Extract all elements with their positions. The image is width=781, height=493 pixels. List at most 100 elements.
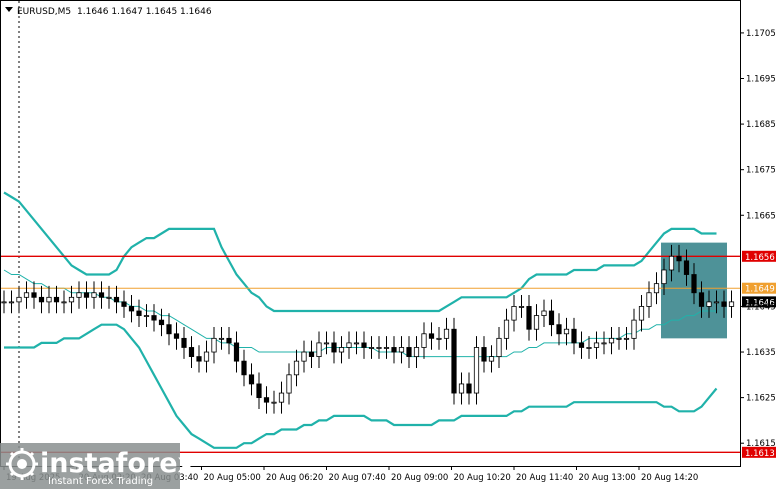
candle [346,331,352,359]
level-price-label: 1.1649 [745,285,775,295]
candle [8,290,15,314]
candle [503,308,510,350]
x-tick-label: 20 Aug 10:20 [454,473,511,483]
candle [128,295,135,323]
candle [271,390,277,414]
candle [181,326,187,359]
header-symbol: EURUSD,M5 [17,7,71,17]
x-tick-label: 20 Aug 07:40 [329,473,386,483]
candle [646,281,652,318]
level-price-tag [742,446,776,458]
candle [691,263,697,305]
level-price-label: 1.1646 [745,298,775,308]
x-tick-label: 20 Aug 13:00 [579,473,636,483]
level-price-tag [742,296,776,308]
candle [488,345,495,373]
candle [151,304,157,332]
watermark: instaforex Instant Forex Trading [0,443,195,489]
candle [113,285,120,314]
candle [541,299,547,327]
header-ohlc: 1.1646 1.1647 1.1645 1.1646 [77,7,212,17]
candle [53,285,60,314]
candle [323,331,330,355]
level-price-label: 1.1613 [745,449,775,459]
y-tick-label: 1.1675 [746,166,776,176]
candle [428,322,435,350]
candle [571,317,577,355]
candle [46,285,52,314]
level-price-tag [742,282,776,294]
candle [413,336,420,368]
y-tick-label: 1.1645 [746,302,776,312]
candle [368,336,375,359]
candle [106,285,112,309]
watermark-tagline: Instant Forex Trading [48,476,153,487]
candle [473,336,480,405]
candle [451,317,457,405]
candle [188,336,195,368]
chart-header: EURUSD,M5 1.1646 1.1647 1.1645 1.1646 [5,7,212,17]
candle [683,249,690,286]
candle [421,322,427,359]
candle [728,290,735,318]
x-tick-label: 20 Aug 14:20 [641,473,698,483]
bollinger-lower-line [4,323,718,449]
candle [653,272,660,305]
candle [511,295,517,332]
x-tick-label: 20 Aug 09:00 [391,473,448,483]
candle [601,331,607,355]
candle [466,372,472,405]
candle [16,285,22,314]
x-tick-label: 20 Aug 11:40 [516,473,573,483]
candle [481,336,487,373]
dropdown-triangle-icon [5,7,13,12]
candle [121,290,127,318]
candle [278,381,285,414]
candle [563,317,570,346]
candle [713,290,720,314]
candle [68,285,75,314]
candle [1,290,7,314]
candle [623,326,630,350]
candle-layer [1,244,735,414]
instaforex-logo-icon [6,448,38,480]
level-price-label: 1.1656 [745,253,775,263]
candle [263,386,270,414]
candle [608,326,615,355]
candle [661,258,667,296]
candle [676,244,682,273]
candle [136,299,142,327]
candle [578,331,585,359]
candle [383,336,390,359]
candle [548,299,555,337]
candle [218,326,225,350]
y-tick-label: 1.1635 [746,348,776,358]
candle [631,308,637,350]
candle [398,336,405,364]
watermark-brand: instaforex [40,448,195,479]
candle [721,290,727,318]
candle [38,285,45,314]
y-tick-label: 1.1615 [746,439,776,449]
candle [338,336,345,364]
plot-frame [0,0,741,467]
candle [586,336,592,359]
y-tick-label: 1.1665 [746,211,776,221]
candle [698,281,705,318]
candle [616,326,622,350]
candle [226,326,232,355]
candle [286,363,292,405]
bollinger-upper-line [3,191,717,313]
candle [593,331,600,359]
candle [248,363,255,396]
y-tick-label: 1.1685 [746,120,776,130]
candle [196,345,202,373]
candle [98,281,105,309]
candle [211,326,217,364]
candle [668,244,675,282]
candle [496,326,502,368]
candle [353,331,360,355]
candle [556,313,562,346]
candle [301,340,307,373]
